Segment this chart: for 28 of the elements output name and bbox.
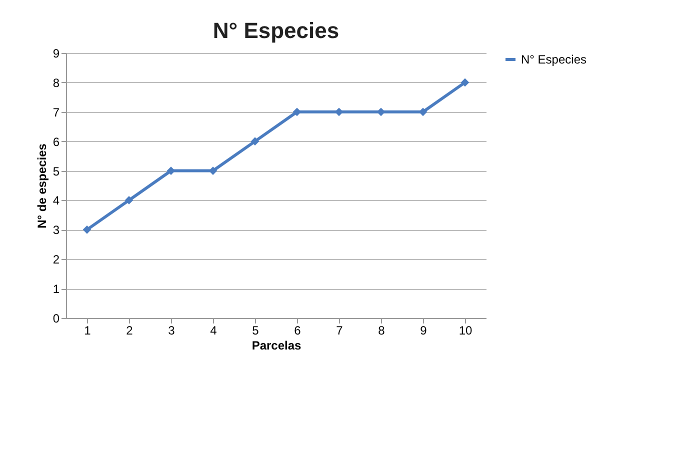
x-tick-label: 4 [210,324,218,338]
y-tick-label: 3 [52,223,60,238]
y-tick-label: 8 [52,76,60,90]
x-tick-label: 6 [294,324,302,338]
y-tick-label: 6 [52,134,60,149]
x-tick-label: 5 [252,324,260,338]
y-tick-label: 7 [52,105,60,120]
point [82,225,92,234]
y-tick-label: 2 [52,252,60,267]
chart-title: N° Especies [212,18,340,43]
y-tick-label: 0 [52,312,60,326]
x-tick-label: 2 [126,324,134,338]
x-axis-title: Parcelas [252,338,302,352]
x-tick-label: 8 [378,324,386,338]
y-tick-label: 4 [52,194,60,208]
x-tick-label: 9 [420,324,428,338]
point [460,78,470,87]
y-tick-label: 9 [52,46,60,60]
x-tick-label: 1 [84,324,92,338]
legend-label: N° Especies [521,52,586,66]
x-tick-label: 7 [336,324,344,338]
point [250,137,260,146]
point [124,196,134,204]
y-tick-label: 5 [52,164,60,178]
x-tick-label: 3 [168,324,176,338]
y-tick-label: 1 [52,282,60,296]
x-tick-label: 10 [458,324,472,338]
y-axis-title: N° de especies [34,143,49,228]
